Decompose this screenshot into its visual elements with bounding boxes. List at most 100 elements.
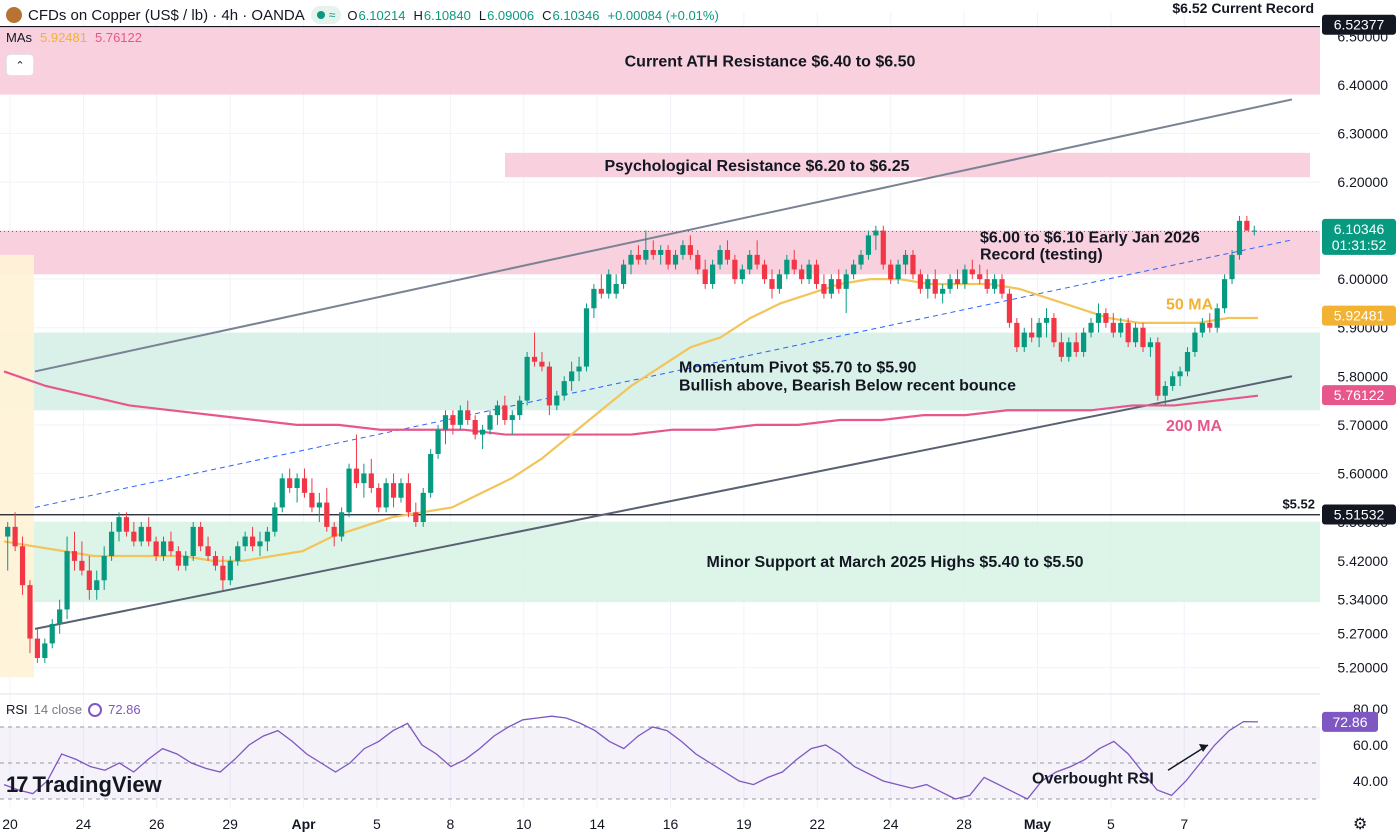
candle-body bbox=[1095, 313, 1102, 323]
zone-resistance bbox=[0, 26, 1320, 95]
price-badge bbox=[1322, 385, 1396, 406]
close-value: 6.10346 bbox=[552, 7, 600, 23]
candle-body bbox=[405, 483, 411, 513]
tradingview-logo[interactable]: 17 TradingView bbox=[6, 772, 162, 798]
jan-record-label-line1: $6.00 to $6.10 Early Jan 2026 bbox=[980, 229, 1200, 246]
candle-body bbox=[324, 502, 330, 527]
time-tick-label: 24 bbox=[883, 816, 899, 832]
rsi-value-badge bbox=[1322, 711, 1378, 732]
ma200-legend-value: 5.76122 bbox=[95, 30, 142, 45]
candle-body bbox=[843, 274, 849, 289]
momentum-pivot-sublabel: Bullish above, Bearish Below recent boun… bbox=[679, 378, 1016, 395]
candle-body bbox=[272, 507, 278, 532]
candle-body bbox=[205, 546, 211, 556]
rsi-arrow bbox=[1167, 744, 1209, 771]
candle-body bbox=[1110, 322, 1116, 333]
candle-body bbox=[895, 264, 901, 280]
candle-body bbox=[465, 410, 471, 420]
candle-body bbox=[1170, 376, 1176, 386]
open-value: 6.10214 bbox=[358, 7, 406, 23]
candle-body bbox=[1051, 318, 1057, 343]
candle-body bbox=[190, 526, 196, 556]
ma200-label: 200 MA bbox=[1166, 418, 1222, 435]
collapse-legend-button[interactable]: ⌃ bbox=[6, 54, 34, 76]
annotation-labels: Current ATH Resistance $6.40 to $6.50 Psy… bbox=[604, 0, 1315, 571]
candle-body bbox=[1066, 342, 1072, 357]
candle-body bbox=[813, 264, 820, 284]
candle-body bbox=[428, 454, 434, 493]
candle-body bbox=[94, 580, 100, 590]
rsi-legend[interactable]: RSI 14 close 72.86 bbox=[6, 702, 141, 717]
candle-body bbox=[1006, 293, 1013, 323]
candle-body bbox=[34, 638, 40, 658]
candle-body bbox=[1251, 230, 1257, 232]
candle-body bbox=[1155, 342, 1161, 396]
time-tick-label: 24 bbox=[76, 816, 92, 832]
market-status-pill[interactable]: ≈ bbox=[310, 6, 342, 24]
chevron-up-icon: ⌃ bbox=[15, 59, 25, 72]
candle-body bbox=[776, 274, 782, 289]
candle-body bbox=[502, 405, 508, 420]
candle-body bbox=[799, 269, 805, 280]
trend-lines bbox=[0, 25, 1320, 630]
candle-body bbox=[64, 551, 70, 610]
candle-body bbox=[235, 546, 241, 561]
refresh-icon[interactable] bbox=[88, 702, 103, 717]
candle-body bbox=[635, 254, 642, 260]
candle-body bbox=[910, 254, 916, 275]
candle-body bbox=[761, 264, 768, 280]
ma-legend[interactable]: MAs 5.92481 5.76122 bbox=[6, 30, 142, 45]
overbought-rsi-label: Overbought RSI bbox=[1032, 770, 1154, 787]
channel-upper-line bbox=[34, 98, 1293, 373]
symbol-title[interactable]: CFDs on Copper (US$ / lb) · 4h · OANDA bbox=[28, 6, 305, 24]
price-badge bbox=[1322, 305, 1396, 326]
candle-body bbox=[116, 517, 122, 532]
candle-body bbox=[153, 541, 159, 556]
candle-body bbox=[554, 395, 560, 406]
candle-body bbox=[598, 288, 604, 294]
candle-body bbox=[1229, 254, 1235, 280]
candle-body bbox=[494, 405, 501, 416]
candle-body bbox=[836, 279, 842, 289]
candle-body bbox=[331, 526, 337, 537]
candle-body bbox=[480, 429, 486, 435]
wave-icon: ≈ bbox=[328, 8, 336, 22]
low-value: 6.09006 bbox=[487, 7, 535, 23]
candle-body bbox=[613, 284, 619, 294]
symbol-header[interactable]: CFDs on Copper (US$ / lb) · 4h · OANDA ≈… bbox=[6, 4, 719, 26]
candle-body bbox=[168, 541, 174, 552]
candle-body bbox=[880, 230, 886, 265]
rsi-params: 14 close bbox=[33, 702, 83, 717]
candle-body bbox=[264, 531, 271, 542]
time-tick-label: 19 bbox=[736, 816, 752, 832]
candle-body bbox=[702, 269, 708, 284]
time-tick-label: 22 bbox=[810, 816, 826, 832]
candle-body bbox=[576, 366, 582, 372]
price-badge-value: 5.51532 bbox=[1334, 507, 1385, 523]
price-badge-value: 5.76122 bbox=[1334, 387, 1385, 403]
ohlc-values: O6.10214 H6.10840 L6.09006 C6.10346 +0.0… bbox=[347, 7, 719, 23]
candle-body bbox=[398, 483, 404, 498]
trend-dashed-line bbox=[34, 239, 1291, 508]
price-badge bbox=[1322, 504, 1396, 525]
candle-body bbox=[732, 259, 738, 280]
high-value: 6.10840 bbox=[423, 7, 471, 23]
candle-body bbox=[457, 410, 463, 425]
time-tick-label: 10 bbox=[516, 816, 532, 832]
candle-body bbox=[287, 478, 293, 488]
candle-body bbox=[969, 269, 975, 275]
time-tick-label: May bbox=[1024, 816, 1051, 832]
time-tick-label: 5 bbox=[373, 816, 381, 832]
candle-body bbox=[361, 473, 367, 484]
candle-body bbox=[917, 274, 923, 289]
candle-body bbox=[1222, 279, 1228, 309]
candle-body bbox=[390, 483, 397, 498]
time-tick-label: 7 bbox=[1180, 816, 1188, 832]
rsi-label: RSI bbox=[6, 702, 28, 717]
candle-body bbox=[198, 526, 204, 547]
gear-icon[interactable]: ⚙ bbox=[1353, 816, 1368, 833]
candle-body bbox=[1043, 318, 1050, 323]
candle-body bbox=[123, 517, 130, 532]
